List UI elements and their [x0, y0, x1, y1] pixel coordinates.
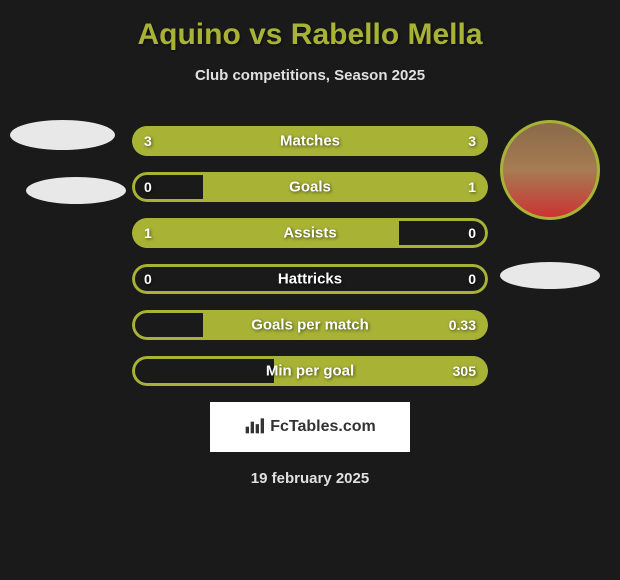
player-left-name-placeholder — [26, 177, 126, 204]
stat-row: Assists 1 0 — [132, 218, 488, 248]
stat-label: Min per goal — [266, 363, 354, 380]
player-right-name-placeholder — [500, 262, 600, 289]
stat-value-right: 0 — [468, 225, 476, 241]
player-right-panel — [500, 120, 600, 289]
comparison-container: Aquino vs Rabello Mella Club competition… — [0, 0, 620, 580]
stat-fill-left — [132, 172, 203, 202]
stat-row: Min per goal 305 — [132, 356, 488, 386]
stat-row: Hattricks 0 0 — [132, 264, 488, 294]
stat-fill-left — [132, 310, 203, 340]
stat-value-left: 0 — [144, 179, 152, 195]
stat-fill-right — [203, 172, 488, 202]
stats-area: Matches33Goals01Assists10Hattricks00Goal… — [132, 126, 488, 386]
stat-value-right: 3 — [468, 133, 476, 149]
stat-label: Goals per match — [251, 317, 369, 334]
stat-row: Goals per match 0.33 — [132, 310, 488, 340]
stat-value-left: 0 — [144, 271, 152, 287]
stat-fill-left — [132, 356, 274, 386]
stat-value-right: 0 — [468, 271, 476, 287]
stat-label: Goals — [289, 179, 331, 196]
chart-bars-icon — [244, 415, 264, 440]
stat-row: Goals 0 1 — [132, 172, 488, 202]
player-left-avatar-placeholder — [10, 120, 115, 150]
stat-label: Hattricks — [278, 271, 342, 288]
stat-label: Assists — [283, 225, 336, 242]
footer-date: 19 february 2025 — [0, 470, 620, 487]
player-right-avatar — [500, 120, 600, 220]
page-title: Aquino vs Rabello Mella — [0, 0, 620, 52]
stat-value-right: 0.33 — [449, 317, 476, 333]
stat-fill-left — [132, 218, 399, 248]
site-name: FcTables.com — [270, 418, 376, 436]
page-subtitle: Club competitions, Season 2025 — [0, 67, 620, 84]
player-left-panel — [10, 120, 126, 204]
site-badge: FcTables.com — [210, 402, 410, 452]
stat-value-right: 305 — [453, 363, 476, 379]
stat-label: Matches — [280, 133, 340, 150]
stat-value-left: 1 — [144, 225, 152, 241]
stat-row: Matches 3 3 — [132, 126, 488, 156]
stat-value-left: 3 — [144, 133, 152, 149]
stat-value-right: 1 — [468, 179, 476, 195]
